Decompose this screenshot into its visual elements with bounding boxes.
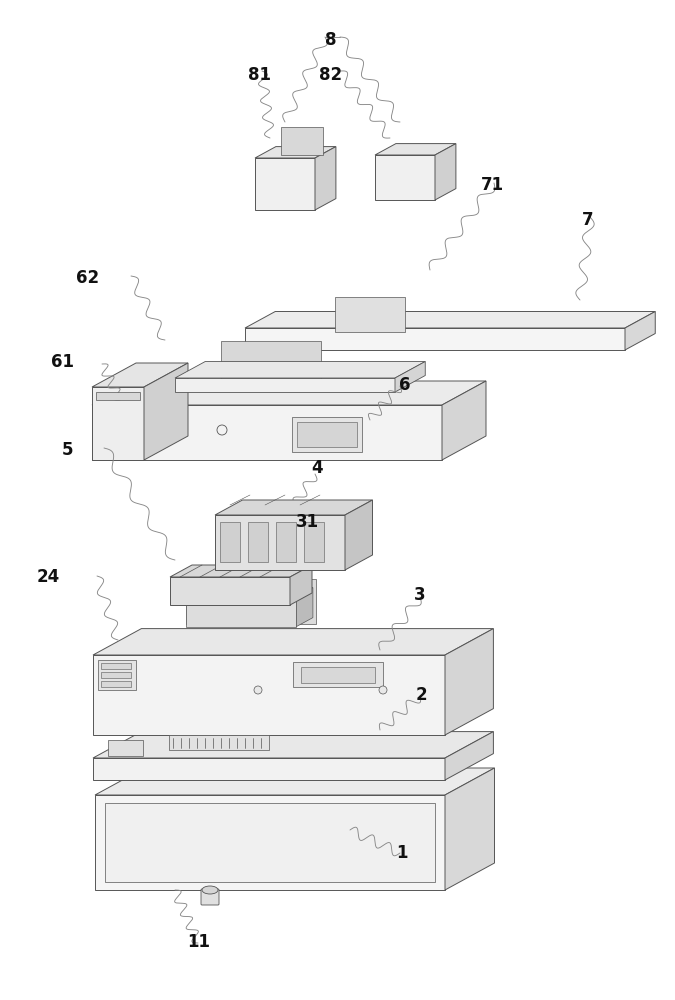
Text: 3: 3 [414,586,426,604]
Text: 62: 62 [76,269,99,287]
Text: 11: 11 [188,933,211,951]
Polygon shape [92,405,442,460]
Polygon shape [95,768,495,795]
Bar [98,660,136,690]
Polygon shape [95,795,445,890]
Text: 61: 61 [51,353,74,371]
Polygon shape [93,732,493,758]
Polygon shape [170,577,290,605]
Bar [96,392,140,400]
Polygon shape [395,361,425,392]
Polygon shape [375,144,456,155]
Polygon shape [215,500,373,515]
Text: 82: 82 [319,66,342,84]
Circle shape [379,686,387,694]
Polygon shape [445,629,493,735]
Polygon shape [255,158,315,210]
Bar [292,417,362,452]
Bar [301,667,375,683]
Circle shape [254,686,262,694]
Text: 6: 6 [399,376,411,394]
Bar [335,296,405,332]
Polygon shape [93,655,445,735]
Polygon shape [186,588,313,597]
Polygon shape [175,361,425,378]
Bar [220,522,240,562]
Text: 7: 7 [581,211,593,229]
Text: 71: 71 [481,176,504,194]
Text: 24: 24 [37,568,60,586]
Polygon shape [170,565,312,577]
Polygon shape [215,515,345,570]
Bar [108,740,143,756]
Polygon shape [186,597,296,627]
Text: 4: 4 [311,459,323,477]
Polygon shape [175,378,395,392]
Text: 1: 1 [396,844,408,862]
Polygon shape [345,500,373,570]
Bar [105,803,435,882]
Polygon shape [245,328,625,350]
Polygon shape [290,565,312,605]
Bar [304,522,324,562]
FancyBboxPatch shape [201,889,219,905]
Polygon shape [144,363,188,460]
Bar [186,579,317,624]
Polygon shape [92,363,188,387]
Bar [297,422,357,447]
Polygon shape [92,387,144,460]
Bar [101,681,131,687]
Bar [276,522,296,562]
Bar [281,127,323,155]
Bar [101,663,131,669]
Polygon shape [435,144,456,200]
Polygon shape [445,768,495,890]
Polygon shape [245,312,655,328]
Polygon shape [442,381,486,460]
Polygon shape [315,147,336,210]
Bar [169,735,269,750]
Text: 8: 8 [325,31,337,49]
Polygon shape [375,155,435,200]
Polygon shape [296,588,313,627]
Ellipse shape [202,886,218,894]
Polygon shape [255,147,336,158]
Text: 31: 31 [296,513,319,531]
Bar [293,662,383,687]
Text: 2: 2 [416,686,428,704]
Bar [221,341,321,379]
Bar [101,672,131,678]
Polygon shape [445,732,493,780]
Polygon shape [93,629,493,655]
Polygon shape [93,758,445,780]
Text: 81: 81 [248,66,271,84]
Polygon shape [92,381,486,405]
Text: 5: 5 [61,441,74,459]
Bar [248,522,268,562]
Polygon shape [625,312,655,350]
